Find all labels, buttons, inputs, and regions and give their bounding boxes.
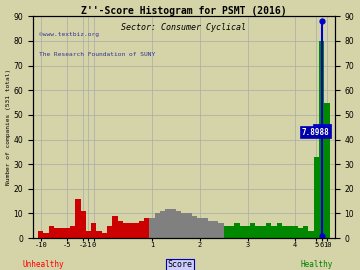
Text: Score: Score (167, 260, 193, 269)
Bar (324, 103, 330, 238)
Bar (197, 218, 202, 238)
Bar (49, 226, 54, 238)
Text: Sector: Consumer Cyclical: Sector: Consumer Cyclical (121, 23, 246, 32)
Bar (81, 211, 86, 238)
Bar (139, 221, 144, 238)
Bar (149, 218, 155, 238)
Bar (64, 228, 70, 238)
Bar (118, 221, 123, 238)
Bar (70, 226, 75, 238)
Bar (123, 223, 128, 238)
Bar (160, 211, 165, 238)
Bar (314, 157, 319, 238)
Bar (229, 226, 234, 238)
Bar (144, 218, 149, 238)
Bar (239, 226, 245, 238)
Bar (208, 221, 213, 238)
Text: 7.8988: 7.8988 (301, 128, 329, 137)
Bar (202, 218, 208, 238)
Bar (54, 228, 59, 238)
Bar (112, 216, 118, 238)
Bar (181, 214, 186, 238)
Bar (266, 223, 271, 238)
Text: The Research Foundation of SUNY: The Research Foundation of SUNY (39, 52, 155, 57)
Bar (171, 208, 176, 238)
Bar (176, 211, 181, 238)
Bar (134, 223, 139, 238)
Bar (91, 223, 96, 238)
Bar (245, 226, 250, 238)
Bar (250, 223, 256, 238)
Bar (186, 214, 192, 238)
Bar (282, 226, 287, 238)
Bar (155, 214, 160, 238)
Bar (309, 231, 314, 238)
Bar (256, 226, 261, 238)
Y-axis label: Number of companies (531 total): Number of companies (531 total) (5, 69, 10, 185)
Bar (128, 223, 134, 238)
Bar (319, 41, 324, 238)
Bar (102, 233, 107, 238)
Bar (192, 216, 197, 238)
Bar (44, 233, 49, 238)
Bar (224, 226, 229, 238)
Bar (86, 231, 91, 238)
Bar (75, 199, 81, 238)
Bar (298, 228, 303, 238)
Bar (165, 208, 171, 238)
Bar (213, 221, 219, 238)
Bar (107, 226, 112, 238)
Bar (293, 226, 298, 238)
Bar (287, 226, 293, 238)
Bar (38, 231, 44, 238)
Bar (219, 223, 224, 238)
Bar (276, 223, 282, 238)
Bar (303, 226, 309, 238)
Bar (261, 226, 266, 238)
Bar (59, 228, 64, 238)
Title: Z''-Score Histogram for PSMT (2016): Z''-Score Histogram for PSMT (2016) (81, 6, 287, 16)
Text: Healthy: Healthy (301, 260, 333, 269)
Bar (271, 226, 276, 238)
Bar (96, 231, 102, 238)
Bar (234, 223, 239, 238)
Text: Unhealthy: Unhealthy (22, 260, 64, 269)
Text: ©www.textbiz.org: ©www.textbiz.org (39, 32, 99, 37)
